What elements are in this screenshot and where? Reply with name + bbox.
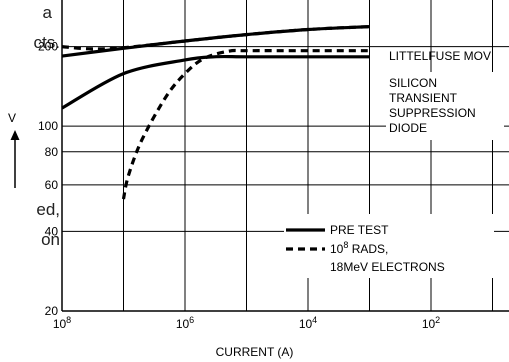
legend-label-rads: 108 RADS, (330, 240, 388, 256)
solid-series-line-diode (61, 54, 370, 110)
axes: 20 40 60 80 100 200 108 106 104 102 (38, 0, 509, 331)
legend: PRE TEST 108 RADS, 18MeV ELECTRONS (284, 214, 494, 278)
arrow-up-icon (10, 130, 20, 140)
annotation-silicon-diode-line: DIODE (389, 121, 427, 135)
dashed-series-line-mov (61, 25, 370, 51)
y-axis-label-group: V (8, 111, 20, 188)
legend-background (284, 214, 494, 278)
annotation-silicon-diode-line: SILICON (389, 76, 437, 90)
dashed-series-line-diode (121, 48, 370, 200)
y-tick-label: 20 (45, 304, 59, 318)
x-tick-label: 108 (53, 315, 71, 331)
annotation-background (386, 72, 504, 140)
clipped-left-text-upper: a cts. (0, 3, 60, 63)
series-layer (61, 25, 370, 200)
y-tick-label: 40 (45, 224, 59, 238)
clipped-text-line: on (41, 230, 60, 249)
annotation-silicon-diode-line: TRANSIENT (389, 91, 458, 105)
legend-label-pre-test: PRE TEST (330, 223, 389, 237)
solid-series-line-mov (61, 25, 370, 58)
clipped-text-line: ed, (36, 200, 60, 219)
annotations: LITTELFUSE MOV SILICONTRANSIENTSUPPRESSIO… (386, 49, 504, 140)
y-tick-label: 80 (45, 145, 59, 159)
x-axis-label: CURRENT (A) (216, 345, 294, 359)
clipped-left-text-lower: ed, on (0, 200, 60, 260)
clipped-text-line: cts. (33, 33, 60, 52)
y-axis-label: V (8, 111, 16, 125)
x-tick-label: 104 (299, 315, 317, 331)
legend-label-electrons: 18MeV ELECTRONS (330, 260, 445, 274)
y-tick-label: 200 (38, 40, 58, 54)
annotation-littelfuse-mov: LITTELFUSE MOV (389, 49, 491, 63)
x-tick-label: 106 (176, 315, 194, 331)
y-tick-label: 100 (38, 119, 58, 133)
y-tick-label: 60 (45, 178, 59, 192)
clipped-text-line: a (42, 3, 52, 22)
annotation-silicon-diode-line: SUPPRESSION (389, 106, 476, 120)
x-tick-label: 102 (422, 315, 440, 331)
